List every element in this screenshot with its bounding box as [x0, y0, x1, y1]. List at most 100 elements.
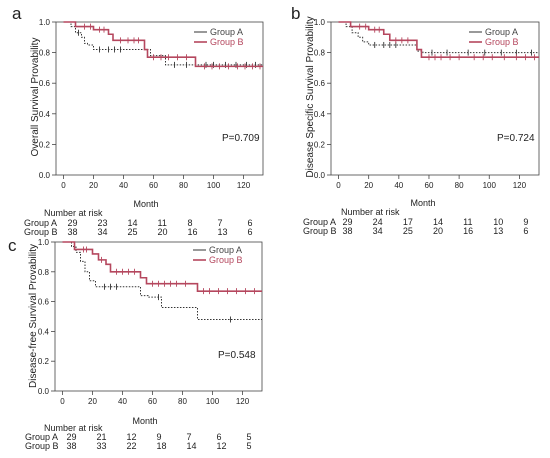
y-tick-label: 1.0 [314, 18, 326, 27]
y-axis-label-c: Disease-free Survival Provability [28, 244, 39, 388]
plot-a: 0.0 0.2 0.4 0.6 0.8 1.0 0 20 40 60 80 100 120 Group A… [39, 18, 264, 190]
risk-count: 33 [97, 441, 107, 451]
risk-count: 11 [158, 218, 167, 228]
panel-b: b Disease Specific Survival Provability … [291, 4, 540, 236]
risk-count: 5 [247, 432, 252, 442]
risk-count: 25 [128, 227, 138, 237]
x-tick-label: 60 [149, 181, 158, 190]
series-group-a-curve [62, 241, 262, 320]
risk-count: 9 [157, 432, 162, 442]
y-axis-label-b: Disease Specific Survival Provability [305, 16, 316, 177]
legend-label: Group A [210, 27, 243, 37]
risk-table-a: Number at risk Group A Group B 29 23 14 11 8… [24, 208, 253, 237]
y-tick-label: 0.4 [314, 110, 326, 119]
risk-title-c: Number at risk [44, 423, 103, 433]
x-tick-label: 120 [513, 181, 527, 190]
series-group-a-curve [338, 21, 539, 54]
plot-frame [330, 21, 540, 176]
risk-table-b: Number at risk Group A Group B 29 24 17 14 1… [303, 207, 528, 236]
legend-label: Group B [210, 37, 244, 47]
risk-count: 38 [67, 441, 77, 451]
x-tick-label: 100 [483, 181, 497, 190]
legend-label: Group B [485, 37, 519, 47]
risk-count: 7 [218, 218, 223, 228]
x-axis-label-b: Month [410, 198, 435, 208]
risk-count: 9 [523, 217, 528, 227]
panel-letter-c: c [8, 236, 17, 255]
y-tick-label: 0.2 [38, 357, 50, 366]
x-tick-label: 20 [88, 397, 97, 406]
risk-count: 6 [248, 227, 253, 237]
risk-count: 7 [187, 432, 192, 442]
y-tick-label: 0.0 [314, 171, 326, 180]
risk-count: 14 [128, 218, 138, 228]
risk-count: 5 [247, 441, 252, 451]
risk-group-label: Group A [303, 217, 336, 227]
plot-frame [54, 241, 263, 392]
risk-count: 8 [188, 218, 193, 228]
risk-count: 24 [373, 217, 383, 227]
panel-letter-a: a [12, 4, 22, 23]
x-tick-label: 80 [455, 181, 464, 190]
risk-count: 14 [187, 441, 197, 451]
y-tick-label: 0.4 [38, 327, 50, 336]
panel-a: a Overall Survival Provability 0.0 0.2 0.4… [12, 4, 264, 237]
risk-count: 29 [67, 432, 77, 442]
risk-count: 38 [68, 227, 78, 237]
risk-count: 23 [98, 218, 108, 228]
risk-group-label: Group B [25, 441, 59, 451]
risk-count: 22 [127, 441, 137, 451]
x-tick-label: 20 [364, 181, 373, 190]
x-tick-label: 80 [179, 181, 188, 190]
risk-count: 20 [433, 226, 443, 236]
plot-b: 0.0 0.2 0.4 0.6 0.8 1.0 0 20 40 60 80 100 120 Group A… [314, 18, 540, 190]
legend-label: Group A [209, 245, 242, 255]
risk-count: 16 [188, 227, 198, 237]
p-value-a: P=0.709 [222, 133, 260, 144]
x-tick-label: 0 [60, 397, 65, 406]
risk-count: 13 [218, 227, 228, 237]
y-tick-label: 0.2 [314, 140, 326, 149]
risk-count: 6 [248, 218, 253, 228]
risk-count: 16 [463, 226, 473, 236]
x-tick-label: 40 [118, 397, 127, 406]
p-value-b: P=0.724 [497, 133, 535, 144]
legend-label: Group A [485, 27, 518, 37]
x-tick-label: 60 [148, 397, 157, 406]
risk-group-label: Group B [303, 226, 337, 236]
risk-count: 34 [373, 226, 383, 236]
x-tick-label: 120 [236, 397, 250, 406]
x-tick-label: 60 [425, 181, 434, 190]
x-tick-label: 40 [119, 181, 128, 190]
y-tick-label: 0.6 [39, 79, 51, 88]
risk-group-label: Group A [25, 432, 58, 442]
y-tick-label: 1.0 [38, 238, 50, 247]
y-tick-label: 0.6 [314, 79, 326, 88]
x-axis-label-a: Month [133, 199, 158, 209]
risk-count: 13 [493, 226, 503, 236]
x-tick-label: 100 [206, 397, 220, 406]
y-tick-label: 0.0 [39, 171, 51, 180]
risk-count: 11 [463, 217, 472, 227]
panel-letter-b: b [291, 4, 300, 23]
risk-title-a: Number at risk [44, 208, 103, 218]
risk-count: 21 [97, 432, 107, 442]
x-tick-label: 100 [207, 181, 221, 190]
y-tick-label: 0.8 [39, 49, 51, 58]
x-tick-label: 20 [89, 181, 98, 190]
risk-count: 34 [98, 227, 108, 237]
risk-count: 18 [157, 441, 167, 451]
risk-count: 12 [217, 441, 227, 451]
risk-count: 29 [343, 217, 353, 227]
y-tick-label: 0.2 [39, 140, 51, 149]
x-tick-label: 0 [61, 181, 66, 190]
risk-count: 6 [523, 226, 528, 236]
x-tick-label: 80 [178, 397, 187, 406]
x-tick-label: 40 [394, 181, 403, 190]
risk-count: 12 [127, 432, 137, 442]
y-axis-label-a: Overall Survival Provability [30, 38, 41, 157]
risk-count: 6 [217, 432, 222, 442]
risk-count: 29 [68, 218, 78, 228]
